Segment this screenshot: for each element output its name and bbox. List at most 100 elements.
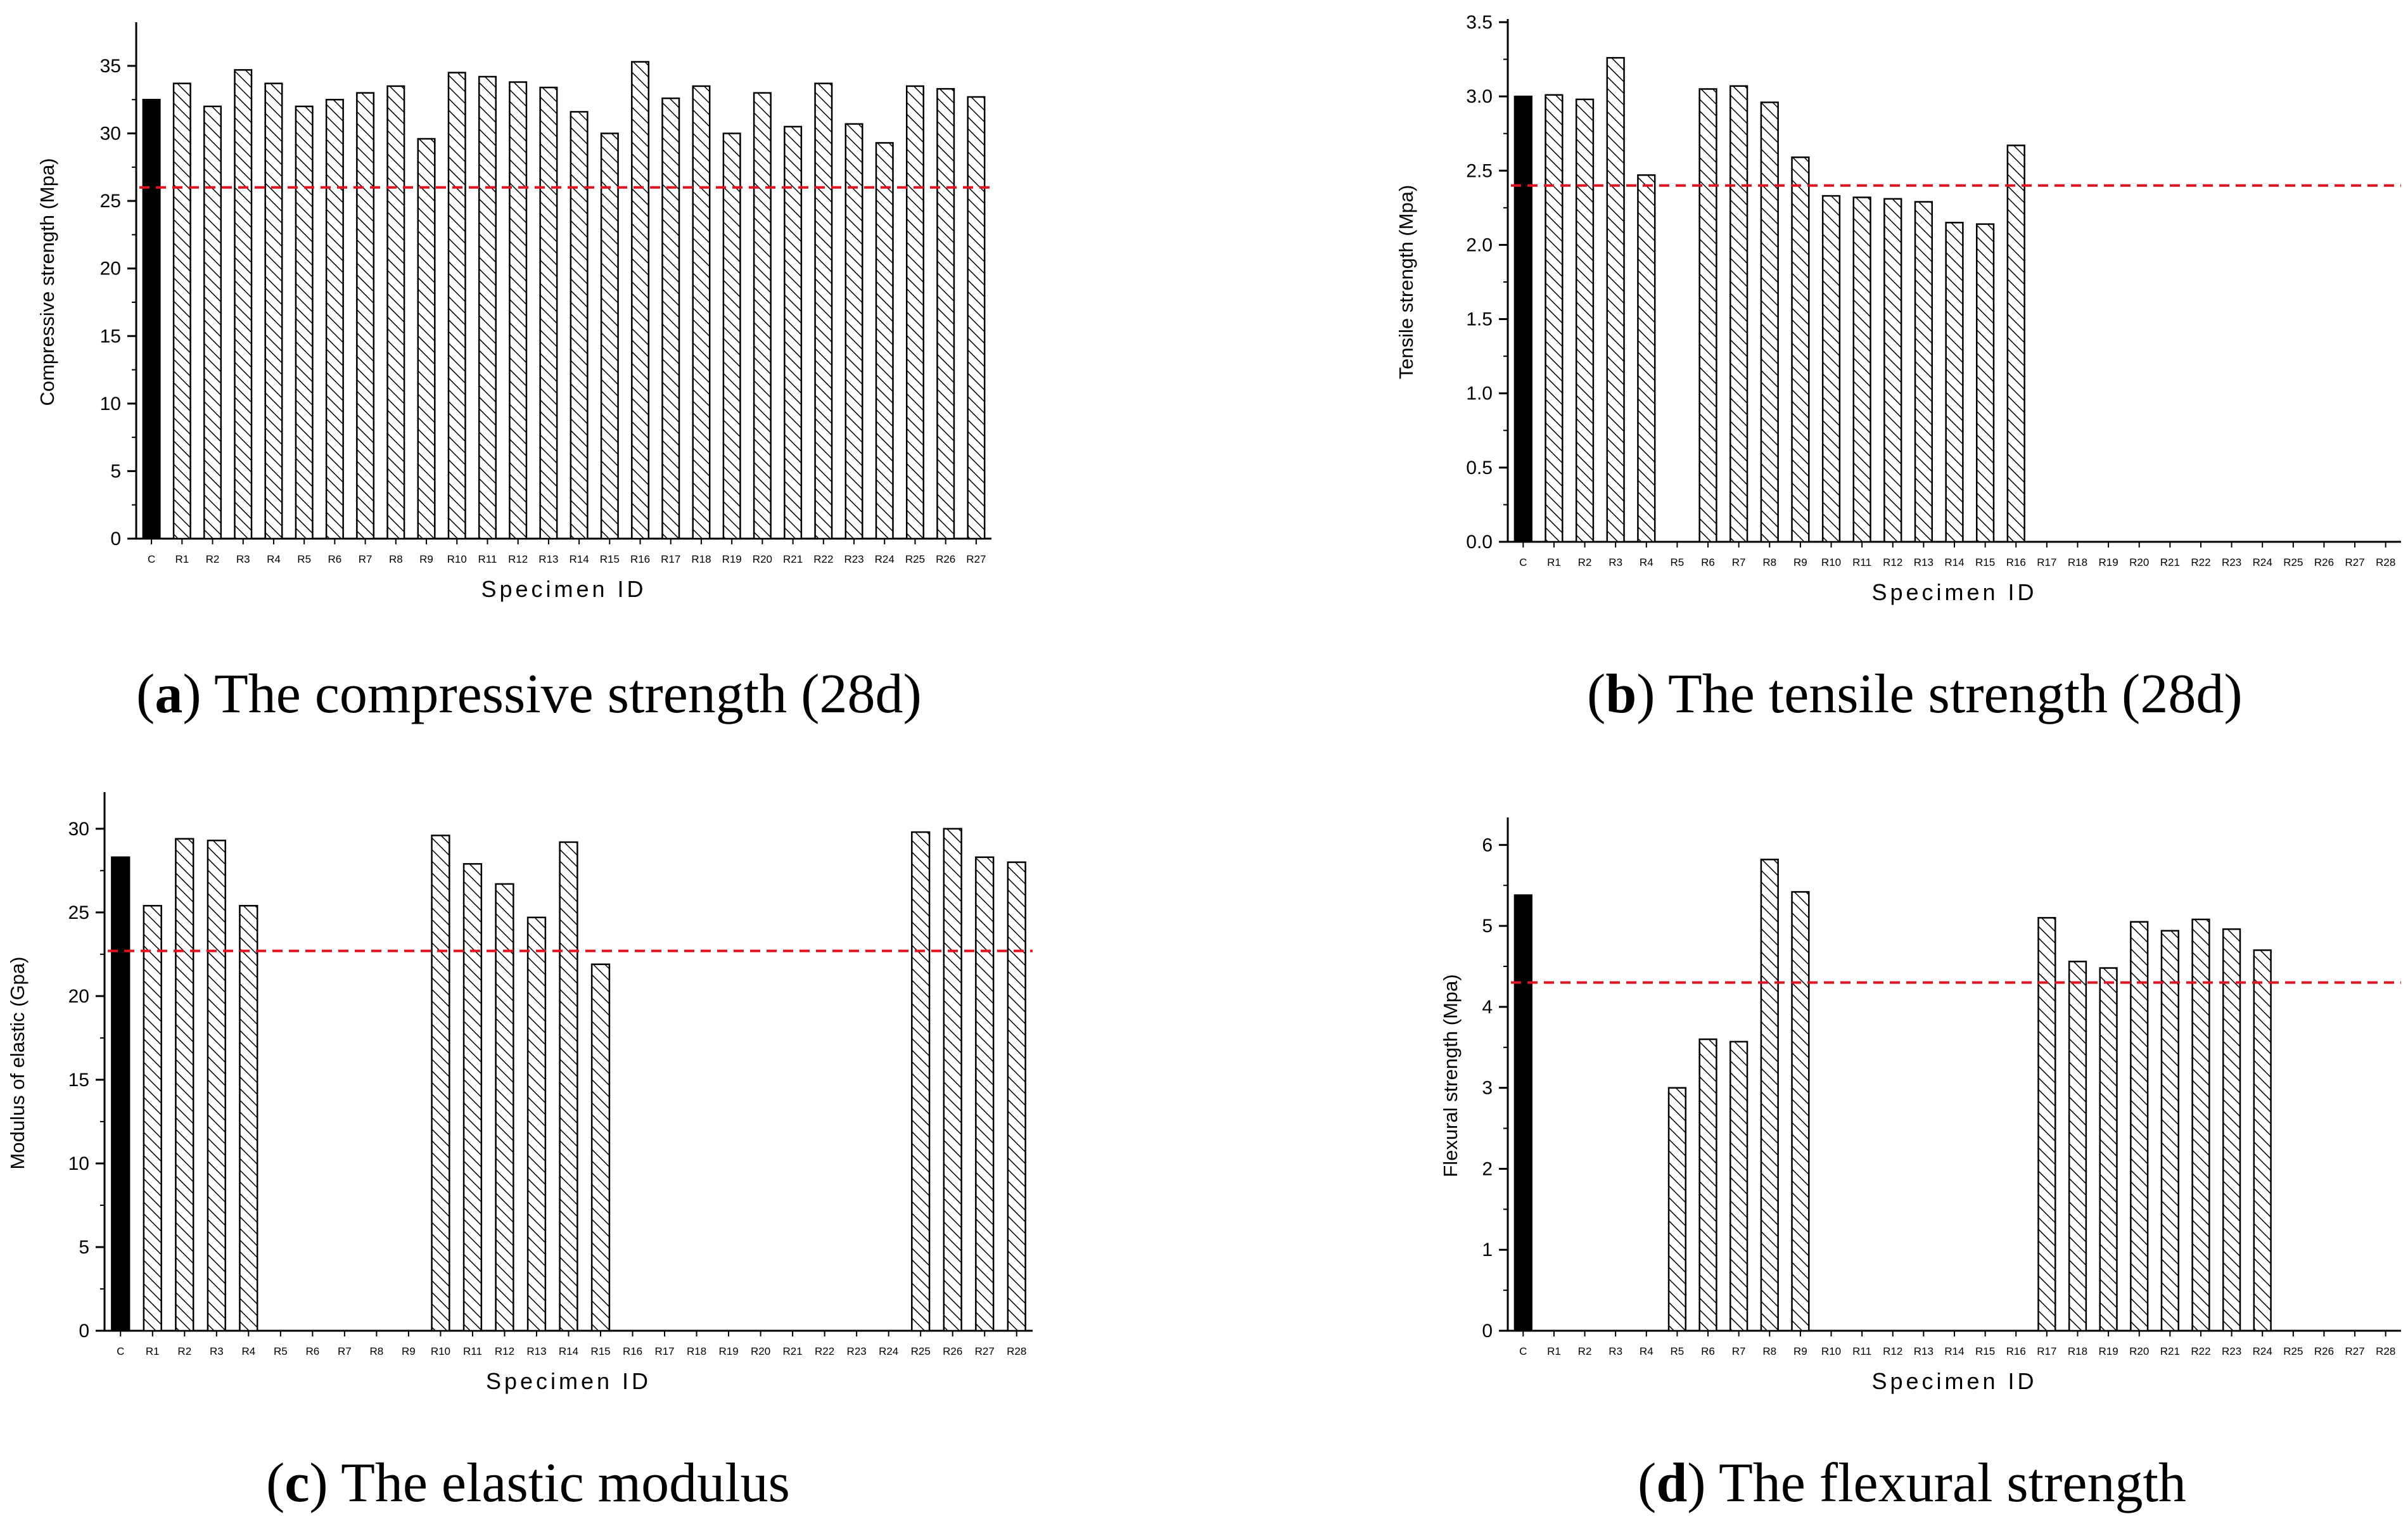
x-tick-label: R13 xyxy=(1914,1345,1933,1357)
x-tick-label: R8 xyxy=(370,1345,384,1357)
x-axis-label: Specimen ID xyxy=(1871,1368,2037,1394)
x-tick-label: R26 xyxy=(936,553,955,565)
bar-r9 xyxy=(1791,156,1810,543)
x-tick-label: R11 xyxy=(463,1345,482,1357)
x-axis-label: Specimen ID xyxy=(481,576,646,602)
elastic-modulus-chart: 0 5 10 15 20 25 30 Modulus of elastic (Gpa) C R1 R… xyxy=(6,792,1033,1394)
bar-r12 xyxy=(509,81,528,540)
x-tick-label: R9 xyxy=(1793,556,1807,568)
caption-letter: b xyxy=(1605,663,1637,725)
x-tick-label: R21 xyxy=(2160,1345,2180,1357)
bar-r13 xyxy=(539,86,558,540)
x-tick-label: R17 xyxy=(2037,1345,2056,1357)
x-tick-label: R15 xyxy=(1975,1345,1995,1357)
bar-r14 xyxy=(570,111,589,540)
x-tick-label: C xyxy=(148,553,155,565)
bar-r2 xyxy=(175,838,194,1332)
bar-r1 xyxy=(143,905,162,1332)
x-tick-label: R24 xyxy=(2253,1345,2272,1357)
x-tick-label: R6 xyxy=(1701,1345,1715,1357)
bar-r19 xyxy=(722,132,741,540)
x-tick-label: R5 xyxy=(274,1345,288,1357)
bar-r9 xyxy=(1791,891,1810,1332)
x-tick-label: R22 xyxy=(2191,1345,2210,1357)
x-tick-label: R10 xyxy=(1821,1345,1841,1357)
x-tick-label: R6 xyxy=(305,1345,319,1357)
x-tick-label: R12 xyxy=(1883,556,1902,568)
bar-r21 xyxy=(784,125,803,540)
x-tick-label: R5 xyxy=(1671,556,1685,568)
bar-control xyxy=(1513,95,1532,543)
bar-r25 xyxy=(905,85,924,540)
x-tick-label: C xyxy=(117,1345,124,1357)
x-tick-label: R2 xyxy=(1578,1345,1592,1357)
bar-r20 xyxy=(753,92,772,540)
caption-elastic-modulus: (c) The elastic modulus xyxy=(266,1452,790,1514)
x-tick-label: R25 xyxy=(2283,556,2303,568)
y-tick-label: 3 xyxy=(1482,1078,1493,1099)
bar-r4 xyxy=(239,905,258,1332)
x-tick-label: R22 xyxy=(2191,556,2210,568)
caption-text: The compressive strength (28d) xyxy=(214,663,922,725)
x-tick-label: R4 xyxy=(1640,556,1653,568)
x-tick-label: R10 xyxy=(1821,556,1841,568)
bar-r15 xyxy=(1976,223,1995,543)
x-tick-label: R24 xyxy=(879,1345,898,1357)
x-tick-label: R15 xyxy=(600,553,620,565)
y-tick-label: 2.5 xyxy=(1466,160,1493,181)
bar-r3 xyxy=(1606,56,1625,543)
x-tick-label: R10 xyxy=(447,553,467,565)
bar-r10 xyxy=(1821,195,1841,543)
x-tick-label: R16 xyxy=(2006,556,2026,568)
y-tick-label: 5 xyxy=(1482,916,1493,937)
x-tick-label: R11 xyxy=(1852,1345,1871,1357)
x-tick-label: R22 xyxy=(813,553,833,565)
x-tick-label: R21 xyxy=(2160,556,2180,568)
bar-r26 xyxy=(936,87,955,540)
caption-tensile-strength: (b) The tensile strength (28d) xyxy=(1587,663,2243,725)
bar-control xyxy=(1513,894,1532,1332)
caption-text: The flexural strength xyxy=(1718,1452,2186,1514)
caption-letter: a xyxy=(155,663,183,725)
x-tick-label: R18 xyxy=(2068,1345,2087,1357)
x-tick-label: R12 xyxy=(1883,1345,1902,1357)
y-tick-label: 15 xyxy=(68,1070,89,1091)
x-tick-label: R7 xyxy=(359,553,373,565)
x-tick-label: R19 xyxy=(718,1345,738,1357)
x-tick-label: R27 xyxy=(966,553,986,565)
x-tick-label: R12 xyxy=(495,1345,514,1357)
bar-r16 xyxy=(631,61,650,540)
y-tick-label: 3.0 xyxy=(1466,86,1493,107)
x-tick-label: R28 xyxy=(1007,1345,1026,1357)
bar-r13 xyxy=(1914,201,1933,543)
x-tick-label: R12 xyxy=(508,553,528,565)
y-tick-label: 1 xyxy=(1482,1240,1493,1260)
x-tick-label: R20 xyxy=(2129,556,2149,568)
x-tick-label: R27 xyxy=(975,1345,995,1357)
bar-r17 xyxy=(2037,917,2056,1332)
x-tick-label: R4 xyxy=(241,1345,255,1357)
bar-r16 xyxy=(2006,144,2025,543)
caption-flexural-strength: (d) The flexural strength xyxy=(1638,1452,2186,1514)
bar-r6 xyxy=(325,98,344,540)
x-tick-label: R5 xyxy=(297,553,311,565)
y-tick-label: 30 xyxy=(100,124,121,144)
x-tick-label: R16 xyxy=(623,1345,642,1357)
caption-text: The elastic modulus xyxy=(341,1452,790,1514)
bar-r8 xyxy=(1760,101,1779,543)
bar-r2 xyxy=(1575,98,1595,543)
x-tick-label: R10 xyxy=(431,1345,450,1357)
x-tick-label: R26 xyxy=(2314,1345,2334,1357)
bar-r19 xyxy=(2099,967,2118,1332)
bar-r15 xyxy=(590,963,611,1332)
x-tick-label: R6 xyxy=(1701,556,1715,568)
caption-letter: c xyxy=(284,1452,310,1514)
x-tick-label: R18 xyxy=(687,1345,706,1357)
y-tick-label: 5 xyxy=(110,461,121,482)
y-tick-label: 0 xyxy=(1482,1321,1493,1342)
x-tick-label: R27 xyxy=(2345,556,2364,568)
bar-r21 xyxy=(2160,930,2179,1332)
x-tick-label: R2 xyxy=(206,553,220,565)
x-tick-label: R28 xyxy=(2376,556,2395,568)
bar-r7 xyxy=(1730,85,1749,543)
